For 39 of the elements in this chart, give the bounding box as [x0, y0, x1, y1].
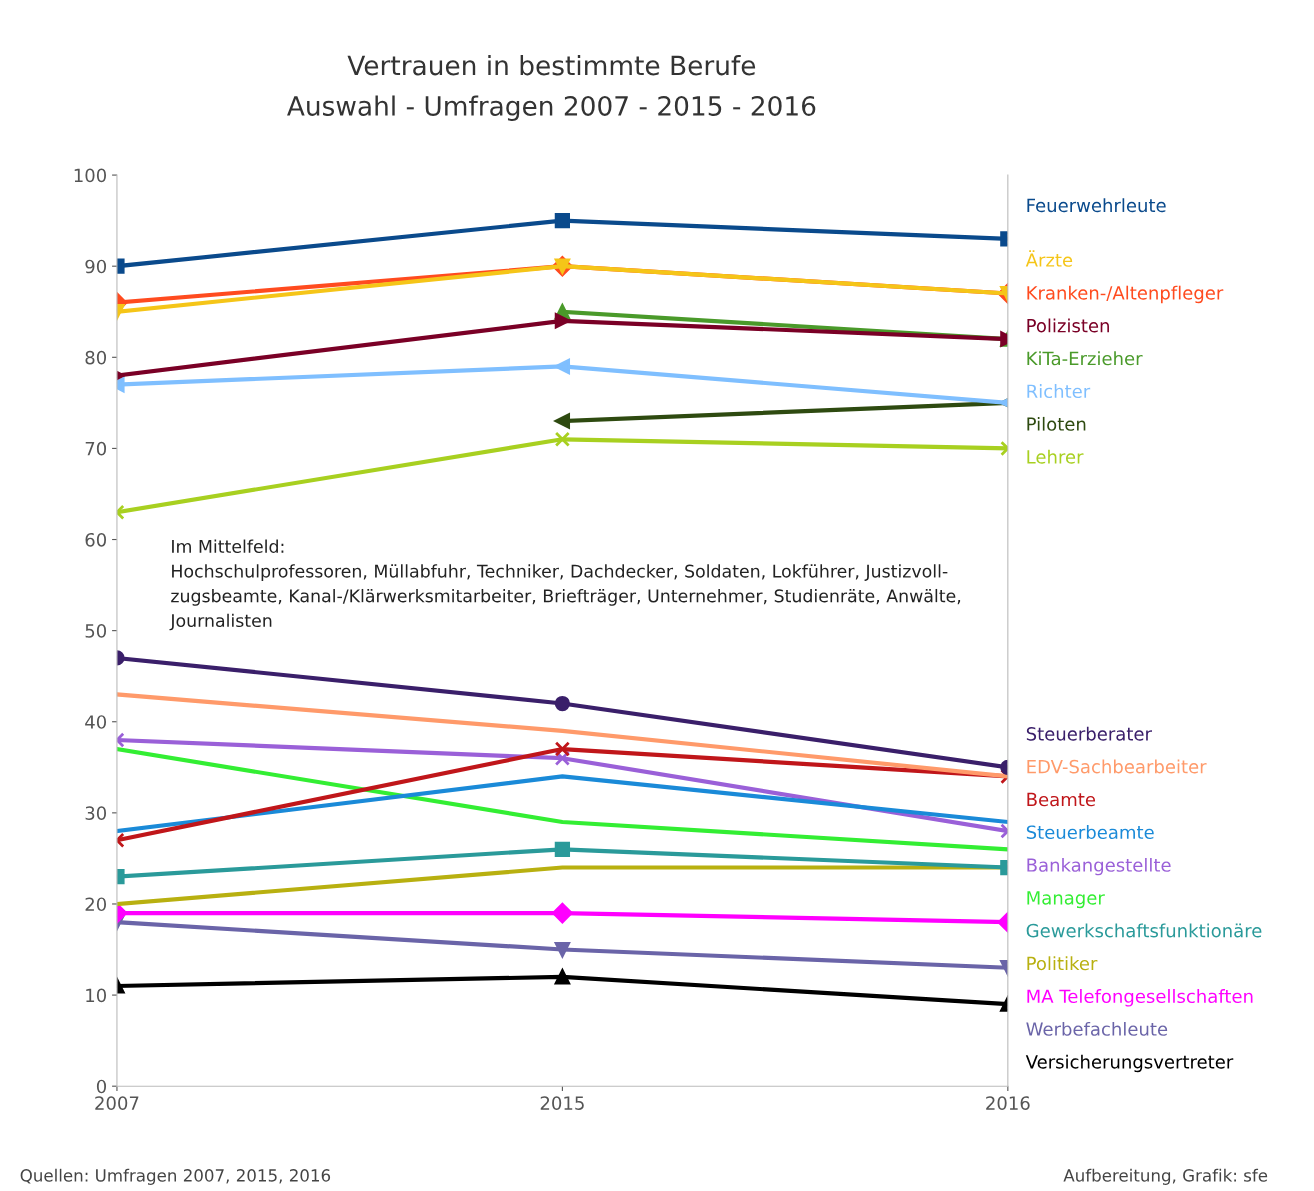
y-tick-label: 90 [85, 259, 107, 274]
point [554, 413, 571, 429]
y-tick-label: 40 [85, 715, 107, 729]
series-label: Ärzte [1025, 250, 1073, 267]
annotation: Im Mittelfeld: Hochschulprofessoren, Müllabfuhr, Techniker, Dachdecker, Soldaten, Lokführer, Justizvoll- zugsbeamte, Kanal-/Klärwerksmitarbeiter, Briefträger, Unternehmer, Studienräte, Anwälte, Journalisten [169, 539, 961, 631]
series-label: Lehrer [1027, 449, 1084, 464]
series-label: Steuerberater [1026, 726, 1152, 741]
series-label: KiTa-Erzieher [1027, 351, 1143, 366]
text: Politiker [1027, 956, 1098, 971]
y-tick-label: 50 [85, 624, 107, 638]
y-tick-label: 10 [86, 988, 107, 1003]
text: MA Telefongesellschaften [1027, 989, 1253, 1007]
x-tick-label: 2015 [540, 1096, 584, 1110]
series-label: Richter [1027, 384, 1091, 399]
series-label: Feuerwehrleute [1027, 198, 1166, 213]
y-tick-label: 100 [74, 168, 107, 183]
series-label: Steuerbeamte [1026, 825, 1154, 840]
text: Gewerkschaftsfunktionäre [1026, 923, 1262, 938]
series-label: Kranken-/Altenpfleger [1027, 285, 1224, 304]
series-label: Piloten [1027, 416, 1086, 431]
series-label: Beamte [1027, 792, 1096, 807]
series-label: Bankangestellte [1027, 857, 1171, 876]
chart-title: Vertrauen in bestimmte Berufe [347, 54, 756, 76]
y-tick-label: 60 [85, 532, 107, 547]
y-tick-label: 20 [85, 897, 107, 912]
y-tick-label: 80 [85, 350, 107, 365]
y-tick-label: 30 [85, 806, 107, 820]
source-note: Quellen: Umfragen 2007, 2015, 2016 [20, 1168, 331, 1185]
y-tick-label: 0 [96, 1079, 107, 1094]
x-tick-label: 2007 [95, 1096, 139, 1110]
chart-subtitle: Auswahl - Umfragen 2007 - 2015 - 2016 [287, 95, 816, 122]
text: Versicherungsvertreter [1025, 1054, 1234, 1073]
text: Werbefachleute [1026, 1021, 1168, 1036]
series-label: EDV-Sachbearbeiter [1027, 759, 1207, 774]
text: Aufbereitung, Grafik: sfe [1063, 1168, 1268, 1185]
y-tick-label: 70 [85, 441, 107, 456]
series-label: Polizisten [1027, 318, 1109, 333]
text: Manager [1027, 891, 1105, 909]
x-tick-label: 2016 [986, 1096, 1030, 1110]
